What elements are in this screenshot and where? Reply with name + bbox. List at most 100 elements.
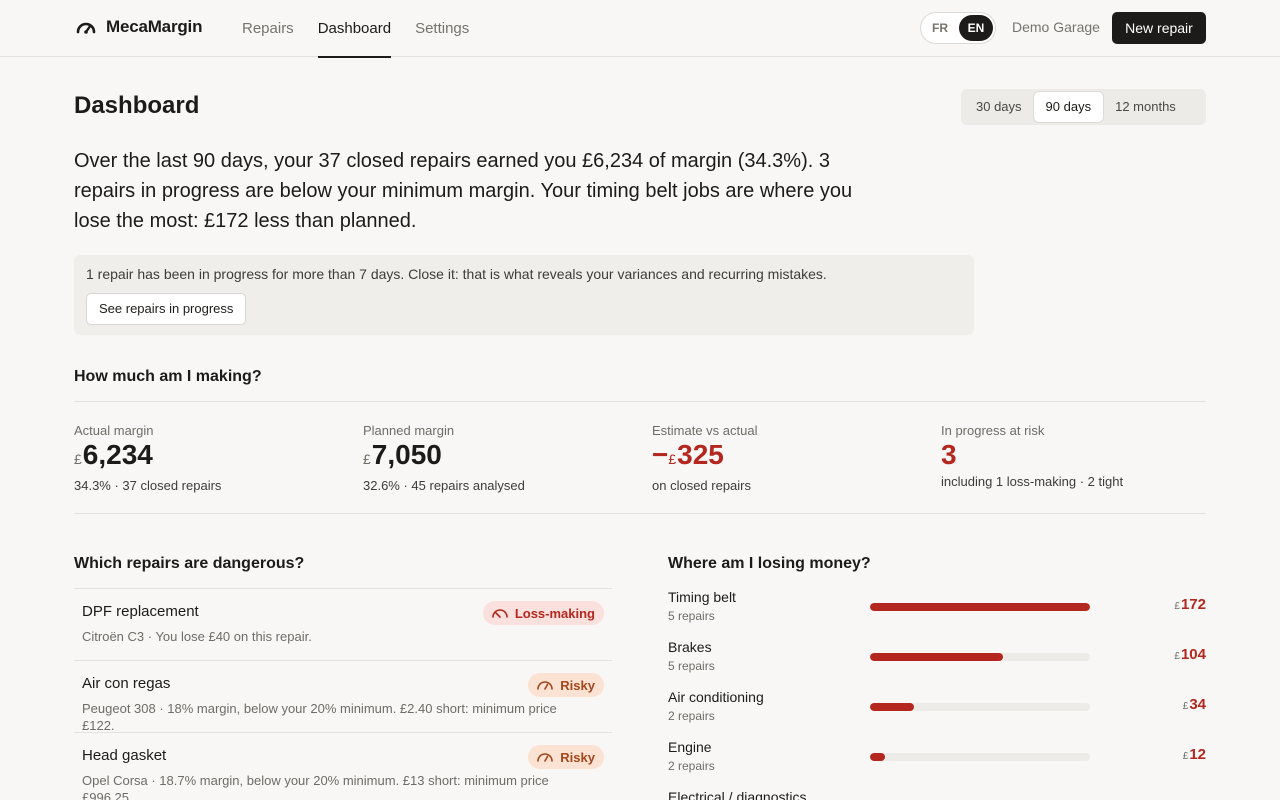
kpi-number: 7,050 xyxy=(371,439,442,470)
currency-symbol: £ xyxy=(1182,701,1189,712)
category-count: 5 repairs xyxy=(668,659,715,673)
status-badge: Loss-making xyxy=(482,601,604,625)
list-item[interactable]: Air con regas Peugeot 308 · 18% margin, … xyxy=(74,660,612,733)
language-en[interactable]: EN xyxy=(959,15,993,41)
loss-value: 104 xyxy=(1180,646,1206,663)
language-fr[interactable]: FR xyxy=(932,21,948,35)
category-count: 5 repairs xyxy=(668,609,715,623)
main-nav: Repairs Dashboard Settings xyxy=(242,0,470,58)
loss-bar-track xyxy=(870,753,1090,761)
badge-label: Risky xyxy=(560,677,595,693)
repair-name: Air con regas xyxy=(82,675,171,692)
repair-description: Opel Corsa · 18.7% margin, below your 20… xyxy=(82,773,549,800)
kpi-number: 3 xyxy=(941,439,957,470)
loss-bar xyxy=(870,753,886,761)
category-name: Electrical / diagnostics xyxy=(668,789,807,800)
loss-amount: £104 xyxy=(1174,646,1206,663)
loss-value: 12 xyxy=(1189,746,1206,763)
kpi-label: Planned margin xyxy=(363,423,455,438)
gauge-logo-icon xyxy=(76,22,96,34)
kpi-subtext: 34.3% · 37 closed repairs xyxy=(74,478,222,493)
minus-sign: − xyxy=(652,439,669,470)
category-name: Engine xyxy=(668,739,712,755)
loss-row[interactable]: Engine 2 repairs £12 xyxy=(668,738,1206,788)
currency-symbol: £ xyxy=(74,451,82,467)
loss-amount: £34 xyxy=(1183,696,1206,713)
currency-symbol: £ xyxy=(1174,651,1180,662)
kpi-label: Estimate vs actual xyxy=(652,423,758,438)
loss-bar-track xyxy=(870,653,1090,661)
currency-symbol: £ xyxy=(363,451,371,467)
kpi-value: 3 xyxy=(941,440,1221,470)
kpi-subtext: 32.6% · 45 repairs analysed xyxy=(363,478,525,493)
repair-description: Citroën C3 · You lose £40 on this repair… xyxy=(82,629,312,644)
garage-name[interactable]: Demo Garage xyxy=(1012,19,1100,35)
top-bar: MecaMargin Repairs Dashboard Settings FR… xyxy=(0,0,1280,58)
losing-money-list: Timing belt 5 repairs £172 Brakes 5 repa… xyxy=(668,588,1206,800)
loss-row[interactable]: Electrical / diagnostics xyxy=(668,788,1206,800)
loss-bar-track xyxy=(870,603,1090,611)
status-badge: Risky xyxy=(528,673,604,697)
kpi-number: 6,234 xyxy=(82,439,153,470)
category-name: Timing belt xyxy=(668,589,736,605)
kpi-value: £6,234 xyxy=(74,440,354,474)
nav-dashboard[interactable]: Dashboard xyxy=(317,0,392,58)
loss-row[interactable]: Brakes 5 repairs £104 xyxy=(668,638,1206,688)
badge-label: Risky xyxy=(560,749,595,765)
nav-repairs[interactable]: Repairs xyxy=(242,20,294,37)
loss-amount: £12 xyxy=(1183,746,1206,763)
loss-row[interactable]: Air conditioning 2 repairs £34 xyxy=(668,688,1206,738)
dangerous-section-title: Which repairs are dangerous? xyxy=(74,555,305,572)
kpi-number: 325 xyxy=(677,439,724,470)
nav-settings[interactable]: Settings xyxy=(415,20,470,37)
currency-symbol: £ xyxy=(1182,751,1189,762)
repair-name: Head gasket xyxy=(82,747,167,764)
kpi-actual-margin: Actual margin £6,234 34.3% · 37 closed r… xyxy=(74,423,354,493)
category-name: Brakes xyxy=(668,639,712,655)
category-count: 2 repairs xyxy=(668,759,715,773)
divider xyxy=(74,401,1206,402)
loss-bar-track xyxy=(870,703,1090,711)
period-selector: 30 days 90 days 12 months xyxy=(961,89,1206,125)
loss-row[interactable]: Timing belt 5 repairs £172 xyxy=(668,588,1206,638)
period-30-days[interactable]: 30 days xyxy=(976,99,1022,114)
see-in-progress-button[interactable]: See repairs in progress xyxy=(86,293,247,325)
list-item[interactable]: DPF replacement Citroën C3 · You lose £4… xyxy=(74,588,612,660)
repair-name: DPF replacement xyxy=(82,603,199,620)
kpi-planned-margin: Planned margin £7,050 32.6% · 45 repairs… xyxy=(363,423,643,493)
loss-bar xyxy=(870,653,1004,661)
loss-value: 172 xyxy=(1180,596,1206,613)
language-switch: FR EN xyxy=(920,12,996,44)
in-progress-notice: 1 repair has been in progress for more t… xyxy=(74,255,974,335)
badge-label: Loss-making xyxy=(514,605,595,621)
currency-symbol: £ xyxy=(668,451,677,467)
category-count: 2 repairs xyxy=(668,709,715,723)
period-12-months[interactable]: 12 months xyxy=(1115,99,1176,114)
kpi-label: Actual margin xyxy=(74,423,154,438)
divider xyxy=(74,513,1206,514)
loss-bar xyxy=(870,703,914,711)
kpi-subtext: on closed repairs xyxy=(652,478,751,493)
gauge-icon xyxy=(537,753,554,762)
page-title: Dashboard xyxy=(74,92,200,119)
new-repair-button[interactable]: New repair xyxy=(1112,12,1206,44)
loss-amount: £172 xyxy=(1174,596,1206,613)
loss-bar xyxy=(870,603,1090,611)
gauge-icon xyxy=(492,609,508,618)
losing-section-title: Where am I losing money? xyxy=(668,555,871,572)
kpi-value: £7,050 xyxy=(363,440,643,474)
dangerous-repairs-list: DPF replacement Citroën C3 · You lose £4… xyxy=(74,588,612,800)
kpi-estimate-vs-actual: Estimate vs actual −£325 on closed repai… xyxy=(652,423,932,493)
brand-logo[interactable]: MecaMargin xyxy=(75,17,202,37)
making-section-title: How much am I making? xyxy=(74,368,262,385)
status-badge: Risky xyxy=(528,745,604,769)
period-90-days[interactable]: 90 days xyxy=(1033,92,1104,122)
loss-value: 34 xyxy=(1189,696,1206,713)
list-item[interactable]: Head gasket Opel Corsa · 18.7% margin, b… xyxy=(74,732,612,800)
kpi-in-progress-at-risk: In progress at risk 3 including 1 loss-m… xyxy=(941,423,1221,489)
summary-text: Over the last 90 days, your 37 closed re… xyxy=(74,150,853,232)
category-name: Air conditioning xyxy=(668,689,764,705)
kpi-value: −£325 xyxy=(652,440,932,474)
kpi-subtext: including 1 loss-making · 2 tight xyxy=(941,474,1124,489)
repair-description: Peugeot 308 · 18% margin, below your 20%… xyxy=(82,701,557,733)
